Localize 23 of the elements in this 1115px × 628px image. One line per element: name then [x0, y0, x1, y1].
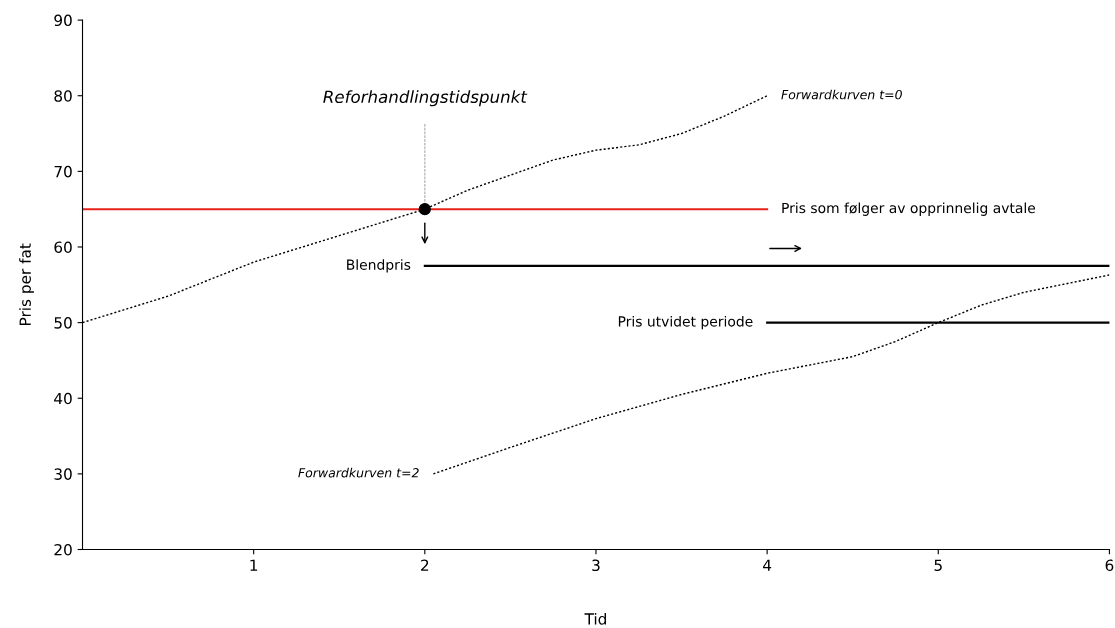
y-tick-label: 30	[54, 468, 72, 480]
y-tick-label: 40	[54, 392, 72, 405]
x-tick-label: 3	[592, 559, 600, 572]
x-tick-label: 4	[763, 559, 772, 571]
line-series	[432, 274, 1110, 475]
y-tick-label: 60	[54, 241, 72, 254]
x-tick-label: 6	[1105, 559, 1114, 572]
annotation: Forwardkurven t=2	[298, 467, 419, 478]
y-tick-label: 90	[54, 14, 72, 27]
annotation: Reforhandlingstidspunkt	[323, 90, 528, 107]
y-tick-label: 70	[54, 165, 72, 178]
annotation: Pris som følger av opprinnelig avtale	[782, 202, 1036, 216]
x-tick-label: 1	[250, 559, 258, 571]
annotation: Pris utvidet periode	[618, 315, 753, 330]
x-axis-title: Tid	[584, 612, 606, 625]
annotation: Forwardkurven t=0	[781, 89, 902, 100]
y-tick-label: 20	[54, 543, 72, 556]
x-tick-label: 5	[934, 559, 942, 572]
annotation: Blendpris	[347, 259, 411, 273]
x-tick-label: 2	[421, 559, 429, 571]
y-tick-label: 50	[54, 317, 72, 329]
y-axis-title: Pris per fat	[19, 243, 34, 325]
y-tick-label: 80	[54, 90, 72, 102]
